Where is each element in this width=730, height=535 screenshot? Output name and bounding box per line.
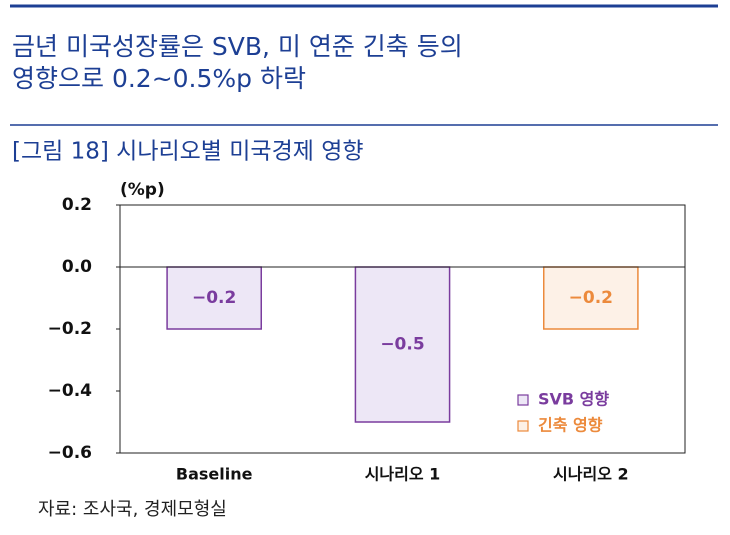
value-label: −0.5 (380, 335, 424, 355)
x-tick-label: 시나리오 2 (553, 465, 629, 484)
legend-swatch (517, 420, 529, 432)
y-tick-label: 0.0 (62, 257, 92, 277)
legend-label: SVB 영향 (538, 390, 609, 409)
y-axis-label: (%p) (120, 180, 165, 200)
legend-label: 긴축 영향 (538, 416, 603, 435)
y-tick-label: 0.2 (62, 195, 92, 215)
headline: 영향으로 0.2~0.5%p 하락 (12, 64, 306, 93)
source: 자료: 조사국, 경제모형실 (38, 499, 227, 520)
value-label: −0.2 (569, 288, 613, 308)
headline: 금년 미국성장률은 SVB, 미 연준 긴축 등의 (12, 32, 463, 61)
bar (354, 266, 451, 423)
y-tick-label: −0.6 (48, 443, 92, 463)
bar (543, 266, 639, 330)
x-tick-label: Baseline (176, 465, 253, 484)
bar (166, 266, 262, 330)
y-tick-label: −0.4 (48, 381, 93, 401)
legend-swatch (517, 394, 529, 406)
y-tick-label: −0.2 (48, 319, 92, 339)
figure-title: [그림 18] 시나리오별 미국경제 영향 (12, 139, 364, 165)
x-tick-label: 시나리오 1 (365, 465, 441, 484)
value-label: −0.2 (192, 288, 236, 308)
